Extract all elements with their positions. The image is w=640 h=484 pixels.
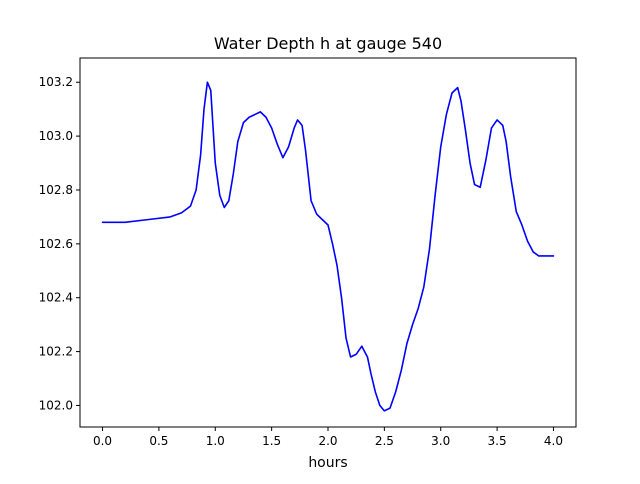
plot-area (101, 81, 555, 412)
x-tick-label: 1.5 (262, 434, 281, 448)
plot-frame (79, 57, 577, 428)
x-axis-label: hours (308, 455, 347, 471)
x-tick-label: 0.0 (93, 434, 112, 448)
y-axis-ticks: 102.0 102.2 102.4 102.6 102.8 103.0 103.2 (39, 75, 80, 412)
y-tick-label: 102.4 (39, 291, 73, 305)
y-tick-label: 102.6 (39, 237, 73, 251)
series-line-0 (101, 81, 555, 412)
x-tick-label: 0.5 (149, 434, 168, 448)
chart-title: Water Depth h at gauge 540 (214, 34, 442, 53)
x-tick-label: 3.0 (431, 434, 450, 448)
x-axis-ticks: 0.0 0.5 1.0 1.5 2.0 2.5 3.0 3.5 4.0 (93, 427, 563, 448)
x-tick-label: 2.5 (375, 434, 394, 448)
y-tick-label: 102.8 (39, 183, 73, 197)
x-tick-label: 3.5 (488, 434, 507, 448)
x-tick-label: 2.0 (318, 434, 337, 448)
y-tick-label: 102.0 (39, 398, 73, 412)
y-tick-label: 103.2 (39, 75, 73, 89)
y-tick-label: 103.0 (39, 129, 73, 143)
y-tick-label: 102.2 (39, 345, 73, 359)
x-tick-label: 1.0 (206, 434, 225, 448)
x-tick-label: 4.0 (544, 434, 563, 448)
